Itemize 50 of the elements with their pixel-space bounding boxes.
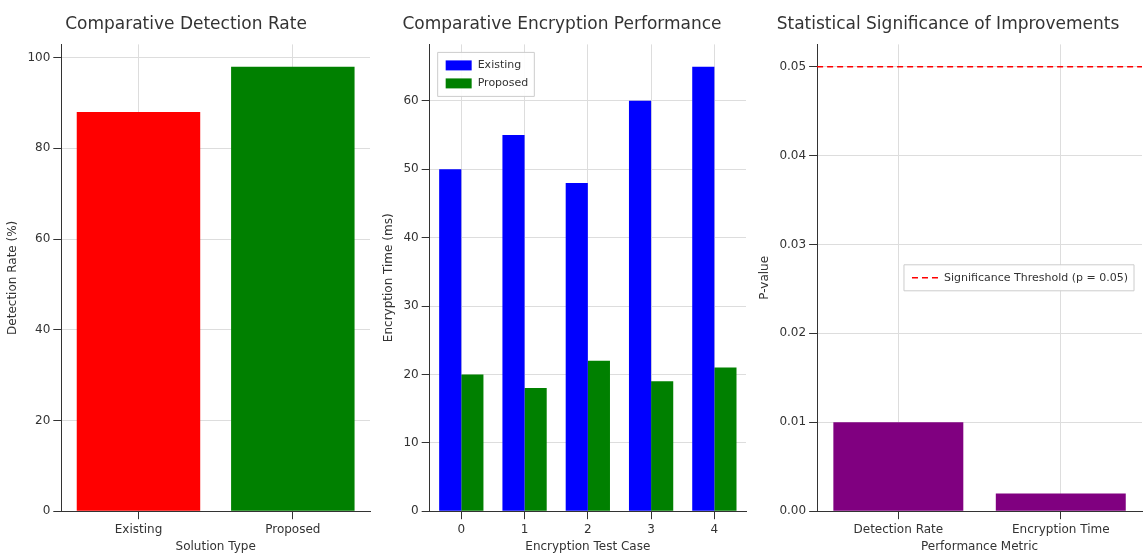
- bar: [439, 169, 462, 511]
- x-tick-label: 0: [457, 521, 466, 536]
- y-tick-label: 0.04: [779, 147, 807, 162]
- y-tick-label: 0.01: [779, 414, 807, 429]
- legend-label: Existing: [477, 58, 522, 72]
- legend-label: Significance Threshold (p = 0.05): [943, 270, 1129, 284]
- bar: [524, 388, 547, 511]
- y-tick-label: 0.00: [779, 503, 807, 518]
- y-tick-label: 30: [403, 298, 419, 313]
- y-tick-label: 50: [403, 161, 419, 176]
- chart-title: Comparative Encryption Performance: [402, 12, 722, 33]
- y-tick-label: 60: [35, 231, 51, 246]
- x-axis-title: Encryption Test Case: [525, 538, 651, 553]
- y-tick-label: 0.03: [779, 236, 807, 251]
- x-tick-label: 4: [710, 521, 719, 536]
- x-axis-title: Performance Metric: [920, 538, 1039, 553]
- bar: [502, 135, 525, 511]
- y-axis-title: Detection Rate (%): [5, 220, 20, 335]
- y-axis-title: P-value: [757, 255, 772, 300]
- x-tick-label: 2: [584, 521, 592, 536]
- y-tick-label: 20: [403, 366, 419, 381]
- legend-label: Proposed: [477, 76, 529, 90]
- chart-title: Comparative Detection Rate: [65, 12, 307, 33]
- bar: [714, 367, 737, 511]
- chart-title: Statistical Significance of Improvements: [776, 12, 1120, 33]
- x-tick-label: 3: [647, 521, 655, 536]
- bar: [565, 182, 588, 511]
- y-tick-label: 20: [35, 412, 51, 427]
- y-tick-label: 100: [27, 49, 51, 64]
- y-tick-label: 0: [411, 503, 419, 518]
- y-tick-label: 0.05: [779, 58, 807, 73]
- x-tick-label: Detection Rate: [853, 521, 944, 536]
- bar: [587, 360, 610, 511]
- y-tick-label: 40: [403, 229, 419, 244]
- bar: [651, 381, 674, 511]
- y-tick-label: 80: [35, 140, 51, 155]
- y-tick-label: 10: [403, 434, 419, 449]
- y-tick-label: 40: [35, 321, 51, 336]
- y-tick-label: 0: [42, 503, 51, 518]
- bar: [461, 374, 484, 511]
- y-tick-label: 60: [403, 92, 419, 107]
- y-tick-label: 0.02: [779, 325, 807, 340]
- x-tick-label: Proposed: [265, 521, 321, 536]
- bar: [692, 66, 715, 511]
- y-axis-title: Encryption Time (ms): [381, 213, 396, 343]
- x-tick-label: Encryption Time: [1011, 521, 1110, 536]
- x-tick-label: 1: [520, 521, 529, 536]
- bar: [628, 100, 652, 511]
- x-axis-title: Solution Type: [175, 538, 256, 553]
- x-tick-label: Existing: [114, 521, 163, 536]
